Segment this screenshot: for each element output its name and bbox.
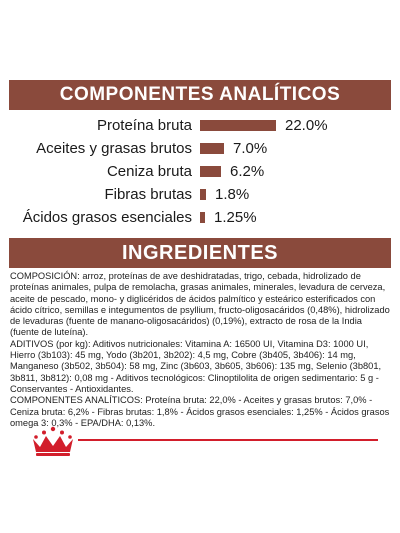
ingredients-text: COMPOSICIÓN: arroz, proteínas de ave des…	[10, 271, 390, 429]
analytics-row: Proteína bruta 22.0%	[0, 115, 400, 137]
analytics-title: COMPONENTES ANALÍTICOS	[59, 84, 341, 105]
analytics-row: Fibras brutas 1.8%	[0, 184, 400, 206]
analytics-bar	[200, 143, 224, 154]
additives-paragraph: ADITIVOS (por kg): Aditivos nutricionale…	[10, 338, 382, 394]
analytics-row-value: 22.0%	[285, 117, 328, 134]
ingredients-title: INGREDIENTES	[121, 241, 279, 264]
analytics-row-label: Ácidos grasos esenciales	[22, 209, 192, 226]
analytic-components-paragraph: COMPONENTES ANALÍTICOS: Proteína bruta: …	[10, 395, 390, 428]
analytics-row: Ácidos grasos esenciales 1.25%	[0, 207, 400, 229]
analytics-banner: COMPONENTES ANALÍTICOS	[9, 80, 391, 110]
analytics-row-value: 1.25%	[214, 209, 257, 226]
brand-strip	[0, 426, 400, 466]
analytics-row-label: Proteína bruta	[96, 117, 192, 134]
analytics-bar	[200, 189, 206, 200]
analytics-row-label: Ceniza bruta	[106, 163, 192, 180]
analytics-bar	[200, 212, 205, 223]
analytics-row: Aceites y grasas brutos 7.0%	[0, 138, 400, 160]
ingredients-banner: INGREDIENTES	[9, 238, 391, 268]
composition-paragraph: COMPOSICIÓN: arroz, proteínas de ave des…	[10, 271, 390, 338]
royal-canin-crown-icon	[33, 426, 73, 456]
analytics-row-value: 1.8%	[215, 186, 250, 203]
analytics-bar	[200, 120, 276, 131]
analytics-row-value: 7.0%	[233, 140, 268, 157]
analytics-row-value: 6.2%	[230, 163, 265, 180]
analytics-row-label: Aceites y grasas brutos	[36, 140, 192, 157]
analytics-row-label: Fibras brutas	[104, 186, 192, 203]
brand-divider-line	[78, 439, 378, 441]
analytics-bar	[200, 166, 221, 177]
analytics-row: Ceniza bruta 6.2%	[0, 161, 400, 183]
